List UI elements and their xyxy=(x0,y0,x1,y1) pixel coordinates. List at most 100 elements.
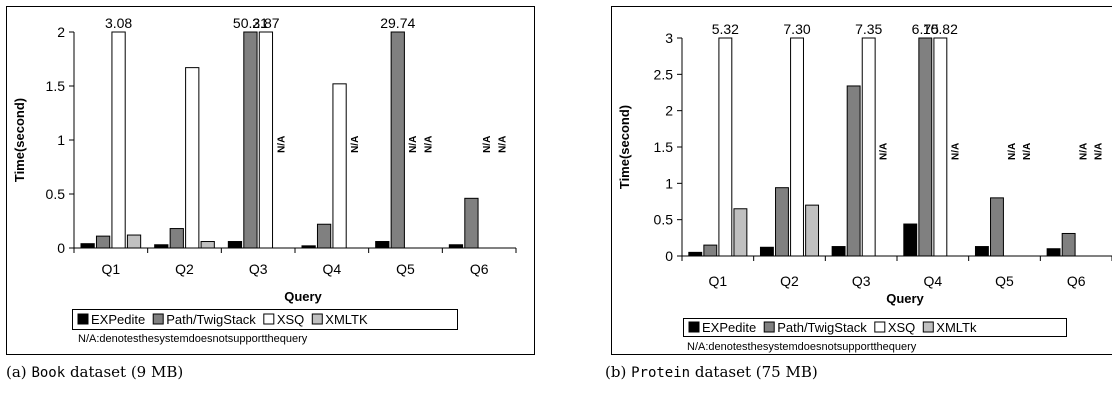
bar xyxy=(200,241,215,249)
chart-book: 0 0.5 1 1.5 2 Time(second) Q1 Q2 Q3 Q4 Q5 Q6 Query 3.… xyxy=(6,6,535,355)
y-tick-label: 2 xyxy=(57,24,65,40)
legend-box xyxy=(72,309,458,330)
bar xyxy=(805,204,820,257)
caption-dataset-name: Protein xyxy=(631,365,691,381)
x-tick-label: Q6 xyxy=(1067,273,1086,289)
na-label: N/A xyxy=(950,143,961,160)
chart-frame xyxy=(611,6,1112,355)
bar xyxy=(759,246,774,257)
bar xyxy=(448,244,464,249)
na-label: N/A xyxy=(1094,143,1105,160)
legend-label: XSQ xyxy=(277,312,304,327)
x-tick-label: Q4 xyxy=(923,273,942,289)
caption-protein: (b) Protein dataset (75 MB) xyxy=(605,363,818,381)
y-tick-label: 0.5 xyxy=(46,186,66,202)
y-tick-label: 1 xyxy=(57,132,65,148)
na-label: N/A xyxy=(1022,143,1033,160)
caption-label: (b) xyxy=(605,363,627,381)
bar xyxy=(903,223,918,257)
y-tick-label: 1.5 xyxy=(654,139,674,155)
bar xyxy=(185,67,200,249)
bar xyxy=(375,241,390,249)
bar xyxy=(258,31,274,249)
y-tick-label: 1.5 xyxy=(46,78,66,94)
bar xyxy=(775,187,789,257)
caption-book: (a) Book dataset (9 MB) xyxy=(6,363,183,381)
data-label: 5.32 xyxy=(712,21,739,37)
chart-panel-book: 0 0.5 1 1.5 2 Time(second) Q1 Q2 Q3 Q4 Q5 Q6 Query 3.… xyxy=(0,0,540,393)
legend-swatch xyxy=(77,313,89,325)
legend-label: XMLTK xyxy=(325,312,368,327)
bar xyxy=(243,31,258,249)
bar xyxy=(316,223,332,249)
x-tick-label: Q5 xyxy=(396,261,415,277)
y-tick-label: 0 xyxy=(665,248,673,264)
y-tick-label: 0.5 xyxy=(654,212,674,228)
data-label: 2.87 xyxy=(252,15,279,31)
na-label: N/A xyxy=(879,143,890,160)
na-label: N/A xyxy=(350,136,361,153)
chart-protein: 0 0.5 1 1.5 2 2.5 3 Time(second) Q1 Q2 Q3 Q4 Q5 Q6 Que… xyxy=(611,6,1112,355)
na-label: N/A xyxy=(482,136,493,153)
x-axis-label: Query xyxy=(886,291,924,306)
legend-label: Path/TwigStack xyxy=(777,320,867,335)
x-tick-label: Q3 xyxy=(249,261,268,277)
footnote: N/A:denotesthesystemdoesnotsupporttheque… xyxy=(687,341,917,353)
bar xyxy=(790,37,804,257)
legend-swatch xyxy=(874,321,886,333)
x-tick-label: Q1 xyxy=(708,273,727,289)
bar xyxy=(154,244,169,249)
bar xyxy=(733,208,748,257)
x-tick-label: Q2 xyxy=(780,273,799,289)
legend-label: EXPedite xyxy=(702,320,756,335)
data-label: 10.82 xyxy=(923,21,958,37)
bar xyxy=(703,244,718,257)
bar xyxy=(111,31,126,249)
bar xyxy=(95,235,111,249)
y-tick-label: 1 xyxy=(665,175,673,191)
data-label: 6.75 xyxy=(912,21,939,37)
legend-label: Path/TwigStack xyxy=(166,312,256,327)
caption-rest: dataset (9 MB) xyxy=(69,363,184,381)
chart-panel-protein: 0 0.5 1 1.5 2 2.5 3 Time(second) Q1 Q2 Q3 Q4 Q5 Q6 Que… xyxy=(605,0,1112,393)
caption-label: (a) xyxy=(6,363,27,381)
y-tick-label: 2.5 xyxy=(654,66,674,82)
legend-box xyxy=(683,318,1067,337)
bar xyxy=(974,246,989,257)
legend-label: XSQ xyxy=(888,320,915,335)
legend-swatch xyxy=(922,321,934,333)
bar xyxy=(332,83,347,249)
data-label: 50.31 xyxy=(233,15,268,31)
bar xyxy=(1061,232,1076,257)
footnote: N/A:denotesthesystemdoesnotsupporttheque… xyxy=(78,333,308,345)
y-tick-label: 3 xyxy=(665,30,673,46)
na-label: N/A xyxy=(1007,143,1018,160)
na-label: N/A xyxy=(276,136,287,153)
bar xyxy=(1046,248,1061,257)
caption-rest: dataset (75 MB) xyxy=(694,363,818,381)
legend-label: XMLTk xyxy=(936,320,977,335)
y-tick-label: 0 xyxy=(57,240,65,256)
na-label: N/A xyxy=(408,136,419,153)
y-axis-label: Time(second) xyxy=(617,105,632,189)
bar xyxy=(390,31,405,249)
bar xyxy=(990,197,1004,257)
bar xyxy=(227,241,243,249)
y-tick-label: 2 xyxy=(665,103,673,119)
legend-swatch xyxy=(152,313,164,325)
x-axis-label: Query xyxy=(284,289,322,304)
x-tick-label: Q3 xyxy=(852,273,871,289)
data-label: 7.30 xyxy=(783,21,810,37)
x-tick-label: Q2 xyxy=(175,261,194,277)
na-label: N/A xyxy=(1079,143,1090,160)
bar xyxy=(861,37,876,257)
bar xyxy=(80,243,95,249)
data-label: 7.35 xyxy=(855,21,882,37)
x-tick-label: Q4 xyxy=(322,261,341,277)
legend-swatch xyxy=(688,321,700,333)
x-tick-label: Q6 xyxy=(470,261,489,277)
x-tick-label: Q1 xyxy=(101,261,120,277)
bar xyxy=(933,37,948,257)
chart-frame xyxy=(6,6,535,355)
na-label: N/A xyxy=(497,136,508,153)
